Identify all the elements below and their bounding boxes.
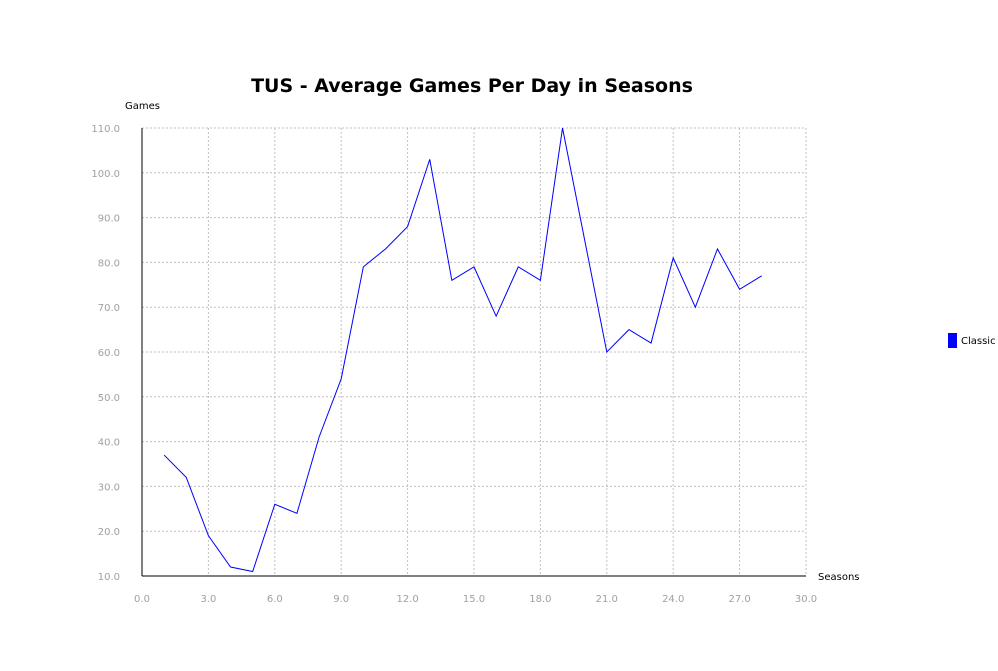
y-axis-label: Games	[125, 101, 160, 112]
grid	[142, 127, 807, 576]
tick-labels: 0.0 3.0 6.0 9.0 12.0 15.0 18.0 21.0 24.0 27.0 30.0…	[91, 124, 817, 605]
x-tick-label: 9.0	[333, 594, 349, 605]
y-tick-label: 50.0	[98, 393, 120, 404]
y-tick-label: 30.0	[98, 482, 120, 493]
x-tick-label: 15.0	[463, 594, 485, 605]
y-tick-label: 100.0	[91, 169, 120, 180]
y-tick-label: 70.0	[98, 303, 120, 314]
legend-label-classic: Classic	[961, 336, 996, 347]
x-tick-label: 0.0	[134, 594, 150, 605]
y-tick-label: 10.0	[98, 572, 120, 583]
series-layer	[163, 127, 762, 573]
y-tick-label: 40.0	[98, 438, 120, 449]
y-tick-label: 20.0	[98, 527, 120, 538]
y-tick-label: 80.0	[98, 258, 120, 269]
x-tick-label: 27.0	[728, 594, 750, 605]
x-tick-label: 18.0	[529, 594, 551, 605]
chart-title: TUS - Average Games Per Day in Seasons	[251, 75, 693, 97]
x-axis-label: Seasons	[818, 572, 860, 583]
series-line-classic	[163, 127, 762, 573]
x-tick-label: 21.0	[596, 594, 618, 605]
y-tick-label: 110.0	[91, 124, 120, 135]
x-tick-label: 6.0	[267, 594, 283, 605]
legend: Classic	[948, 333, 996, 348]
legend-swatch-classic	[948, 333, 957, 348]
y-tick-label: 90.0	[98, 214, 120, 225]
x-tick-label: 12.0	[396, 594, 418, 605]
y-tick-label: 60.0	[98, 348, 120, 359]
x-tick-label: 24.0	[662, 594, 684, 605]
x-tick-label: 30.0	[795, 594, 817, 605]
x-tick-label: 3.0	[200, 594, 216, 605]
